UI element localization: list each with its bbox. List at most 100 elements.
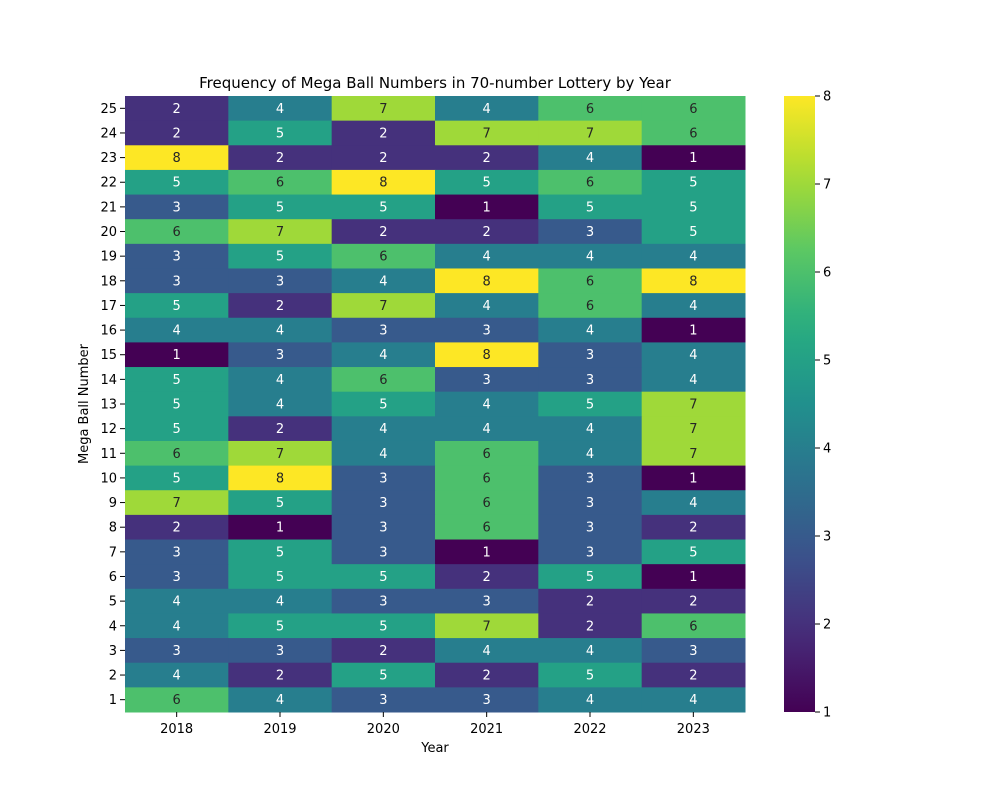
heatmap-cell xyxy=(125,588,229,614)
cell-value-label: 7 xyxy=(276,447,284,462)
cell-value-label: 5 xyxy=(173,398,181,413)
heatmap-cells: 2 4 7 4 6 6 2 5 2 7 7 6 8 2 2 2 4 1 5 6 8 5 6 5 3 5 5 1 5 5 6 7 2 2 3 5 3 5 6 4… xyxy=(125,96,746,713)
heatmap-cell xyxy=(538,440,643,467)
heatmap-cell xyxy=(641,588,746,614)
heatmap-cell xyxy=(125,539,229,565)
cell-value-label: 4 xyxy=(586,250,594,265)
heatmap-cell xyxy=(435,416,539,442)
x-axis: 2018 2019 2020 2021 2022 2023 xyxy=(160,712,710,737)
cell-value-label: 3 xyxy=(276,348,284,363)
cell-value-label: 3 xyxy=(586,225,594,240)
heatmap-cell xyxy=(125,243,229,269)
heatmap-cell xyxy=(331,194,436,220)
heatmap-cell xyxy=(435,638,539,664)
heatmap-cell xyxy=(228,514,333,541)
y-tick-label: 18 xyxy=(100,274,117,289)
heatmap-cell xyxy=(125,169,229,196)
heatmap-cell xyxy=(228,588,333,614)
cell-value-label: 4 xyxy=(689,250,697,265)
cell-value-label: 5 xyxy=(379,669,387,684)
cell-value-label: 2 xyxy=(586,619,594,634)
cell-value-label: 3 xyxy=(586,471,594,486)
cell-value-label: 4 xyxy=(586,693,594,708)
cell-value-label: 7 xyxy=(689,398,697,413)
heatmap-cell xyxy=(331,465,436,491)
cell-value-label: 4 xyxy=(586,422,594,437)
colorbar-gradient xyxy=(784,96,815,712)
heatmap-cell xyxy=(435,539,539,565)
cell-value-label: 7 xyxy=(379,102,387,117)
colorbar-tick-label: 2 xyxy=(823,618,831,633)
heatmap-cell xyxy=(538,514,643,541)
heatmap-cell xyxy=(331,539,436,565)
heatmap-cell xyxy=(641,219,746,245)
cell-value-label: 5 xyxy=(689,200,697,215)
cell-value-label: 5 xyxy=(173,471,181,486)
heatmap-cell xyxy=(538,687,643,713)
cell-value-label: 6 xyxy=(483,471,491,486)
cell-value-label: 8 xyxy=(483,348,491,363)
cell-value-label: 6 xyxy=(173,447,181,462)
heatmap-cell xyxy=(125,662,229,688)
cell-value-label: 5 xyxy=(689,545,697,560)
cell-value-label: 4 xyxy=(483,644,491,659)
heatmap-cell xyxy=(435,243,539,269)
heatmap-cell xyxy=(435,662,539,688)
y-axis-label: Mega Ball Number xyxy=(77,343,92,464)
cell-value-label: 6 xyxy=(483,521,491,536)
heatmap-cell xyxy=(125,367,229,393)
cell-value-label: 2 xyxy=(379,151,387,166)
cell-value-label: 6 xyxy=(586,299,594,314)
cell-value-label: 6 xyxy=(276,176,284,191)
cell-value-label: 3 xyxy=(173,250,181,265)
x-tick-label: 2023 xyxy=(677,722,710,737)
heatmap-cell xyxy=(538,120,643,146)
y-tick-label: 15 xyxy=(100,348,117,363)
heatmap-cell xyxy=(435,367,539,393)
y-tick-label: 12 xyxy=(100,422,117,437)
cell-value-label: 4 xyxy=(379,447,387,462)
cell-value-label: 3 xyxy=(379,496,387,511)
cell-value-label: 7 xyxy=(689,422,697,437)
heatmap-cell xyxy=(228,490,333,516)
y-tick-label: 13 xyxy=(100,398,117,413)
heatmap-cell xyxy=(228,293,333,319)
heatmap-cell xyxy=(331,490,436,516)
cell-value-label: 4 xyxy=(276,373,284,388)
cell-value-label: 4 xyxy=(379,274,387,289)
cell-value-label: 6 xyxy=(586,176,594,191)
cell-value-label: 5 xyxy=(379,398,387,413)
heatmap-cell xyxy=(538,342,643,368)
y-tick-label: 7 xyxy=(109,545,117,560)
heatmap-cell xyxy=(331,120,436,146)
cell-value-label: 5 xyxy=(483,176,491,191)
heatmap-cell xyxy=(435,120,539,146)
cell-value-label: 6 xyxy=(379,373,387,388)
heatmap-cell xyxy=(641,317,746,343)
heatmap-cell xyxy=(641,416,746,442)
cell-value-label: 1 xyxy=(483,545,491,560)
colorbar-tick-label: 8 xyxy=(823,90,831,105)
heatmap-cell xyxy=(435,219,539,245)
cell-value-label: 4 xyxy=(689,348,697,363)
heatmap-cell xyxy=(641,342,746,368)
y-tick-label: 14 xyxy=(100,373,117,388)
heatmap-cell xyxy=(125,317,229,343)
heatmap-cell xyxy=(538,268,643,294)
heatmap-cell xyxy=(538,293,643,319)
y-tick-label: 23 xyxy=(100,151,117,166)
heatmap-cell xyxy=(435,514,539,541)
cell-value-label: 8 xyxy=(379,176,387,191)
y-tick-label: 8 xyxy=(109,521,117,536)
cell-value-label: 4 xyxy=(173,324,181,339)
cell-value-label: 2 xyxy=(276,151,284,166)
cell-value-label: 3 xyxy=(586,521,594,536)
heatmap-cell xyxy=(538,169,643,196)
heatmap-cell xyxy=(538,96,643,122)
heatmap-cell xyxy=(641,638,746,664)
heatmap-cell xyxy=(331,96,436,122)
cell-value-label: 4 xyxy=(379,348,387,363)
heatmap-cell xyxy=(641,96,746,122)
heatmap-cell xyxy=(125,465,229,491)
heatmap-cell xyxy=(435,391,539,417)
